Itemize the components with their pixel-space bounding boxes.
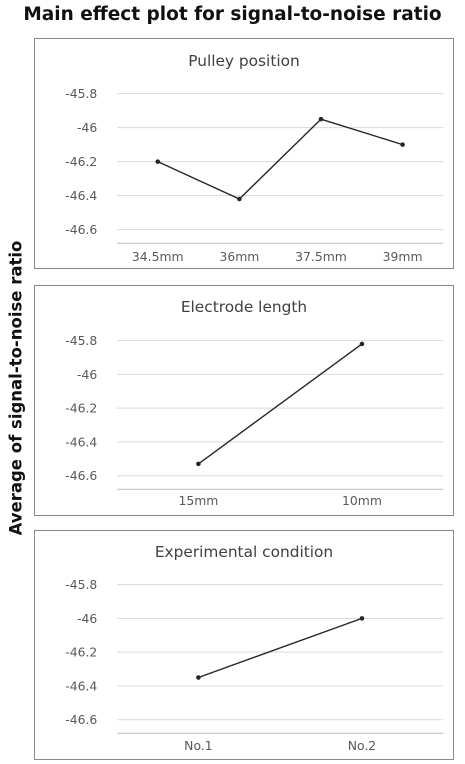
y-tick-label: -46.6: [65, 712, 97, 727]
data-point: [237, 196, 242, 202]
series-line: [157, 118, 403, 200]
chart-panel-experimental-condition: Experimental condition -45.8 -46 -46.2 -46.4…: [34, 530, 454, 760]
data-point: [196, 461, 201, 467]
x-tick-label: 10mm: [342, 493, 382, 508]
y-tick-label: -45.8: [65, 577, 97, 592]
chart-panel-electrode-length: Electrode length -45.8 -46 -46.2 -46.4 -46.6 1…: [34, 285, 454, 516]
y-tick-label: -46.2: [65, 401, 97, 416]
chart-svg-experimental-condition: Experimental condition -45.8 -46 -46.2 -46.4…: [65, 543, 444, 753]
y-tick-label: -45.8: [65, 86, 97, 101]
chart-title: Pulley position: [188, 52, 300, 70]
y-tick-label: -46.6: [65, 222, 97, 237]
data-point: [318, 116, 324, 122]
data-point: [155, 159, 161, 164]
y-tick-label: -45.8: [65, 333, 97, 348]
y-tick-label: -46.4: [65, 434, 97, 449]
x-tick-label: 37.5mm: [295, 249, 347, 264]
chart-svg-pulley-position: Pulley position -45.8 -46 -46.2 -46.4 -46.6 34…: [65, 52, 444, 264]
y-tick-label: -46: [77, 120, 97, 135]
data-point: [359, 341, 365, 347]
chart-title: Experimental condition: [155, 543, 333, 561]
y-tick-label: -46.4: [65, 678, 97, 693]
data-point: [196, 675, 201, 680]
y-tick-label: -46.6: [65, 468, 97, 483]
chart-panel-pulley-position: Pulley position -45.8 -46 -46.2 -46.4 -46.6 34…: [34, 38, 454, 269]
x-tick-label: 39mm: [383, 249, 423, 264]
x-tick-label: 36mm: [219, 249, 259, 264]
data-point: [400, 142, 405, 147]
x-tick-label: 34.5mm: [132, 249, 184, 264]
y-axis-label: Average of signal-to-noise ratio: [6, 240, 26, 536]
y-tick-label: -46: [77, 611, 97, 626]
chart-svg-electrode-length: Electrode length -45.8 -46 -46.2 -46.4 -46.6 1…: [65, 298, 444, 508]
y-tick-label: -46.4: [65, 188, 97, 203]
y-tick-label: -46.2: [65, 645, 97, 660]
series-line: [198, 617, 363, 679]
data-point: [359, 616, 365, 621]
y-tick-label: -46.2: [65, 154, 97, 169]
series-line: [197, 343, 363, 465]
x-tick-label: 15mm: [178, 493, 218, 508]
chart-title: Electrode length: [181, 298, 307, 316]
y-tick-label: -46: [77, 367, 97, 382]
x-tick-label: No.2: [348, 738, 376, 753]
x-tick-label: No.1: [184, 738, 212, 753]
page-title: Main effect plot for signal-to-noise rat…: [23, 4, 442, 25]
